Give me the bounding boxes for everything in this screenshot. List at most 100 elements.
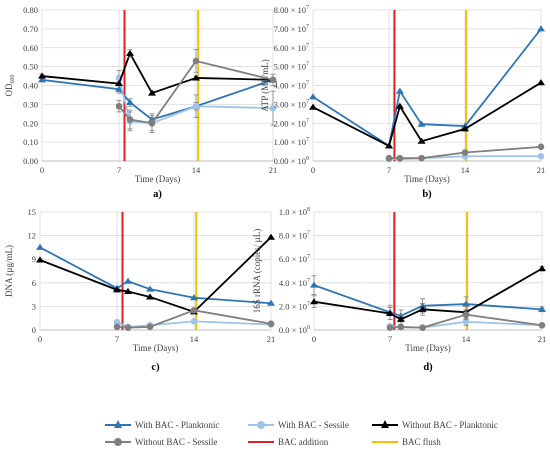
data-point: [267, 320, 275, 328]
legend-label: With BAC - Sessile: [278, 420, 349, 430]
data-point: [113, 286, 121, 293]
data-point: [537, 143, 545, 151]
x-tick-label: 7: [387, 165, 391, 175]
data-point: [461, 125, 469, 132]
legend-item-with-bac-sessile: With BAC - Sessile: [248, 418, 349, 432]
data-point: [395, 102, 404, 109]
data-point: [126, 49, 134, 56]
y-tick-label: 1.0 × 108: [279, 207, 310, 217]
y-tick-label: 15: [28, 207, 37, 217]
data-point: [538, 321, 546, 329]
x-tick-label: 14: [192, 165, 201, 175]
data-point: [148, 89, 156, 96]
legend-label: Without BAC - Sessile: [135, 437, 218, 447]
data-point: [146, 293, 154, 300]
y-tick-label: 6: [32, 278, 36, 288]
data-point: [395, 87, 404, 94]
data-point: [386, 324, 394, 331]
y-tick-label: 7.00 × 107: [274, 24, 309, 34]
legend-label: Without BAC - Planktonic: [402, 420, 498, 430]
y-tick-label: 3.00 × 107: [274, 99, 309, 109]
series-line-with-bac-planktonic: [41, 78, 274, 121]
chart-panel-b: 0.00 × 100 1.00 × 107 2.00 × 107 3.00 × 107…: [260, 5, 545, 200]
x-tick-label: 21: [269, 165, 278, 175]
x-axis-label: Time (Days): [135, 174, 180, 184]
legend-swatch-circle-icon: [248, 419, 274, 431]
data-point: [385, 142, 393, 149]
y-tick-label: 8.00 × 107: [274, 5, 309, 15]
y-tick-label: 8.0 × 107: [279, 231, 310, 241]
data-point: [396, 315, 405, 322]
data-point: [417, 120, 426, 127]
data-point: [462, 318, 470, 326]
data-point: [115, 85, 123, 92]
y-axis-label: 16S rRNA (copies/ µL): [252, 229, 262, 313]
data-point: [417, 137, 426, 144]
data-point: [537, 79, 545, 86]
data-point: [190, 294, 198, 301]
x-tick-label: 7: [117, 165, 121, 175]
data-point: [126, 98, 134, 106]
y-tick-label: 12: [28, 231, 37, 241]
y-tick-label: 4.00 × 107: [274, 81, 309, 91]
data-point: [269, 76, 277, 84]
chart-panel-d: 0.0 × 100 2.0 × 107 4.0 × 107 6.0 × 107 8.0 …: [252, 207, 546, 373]
x-tick-label: 21: [267, 334, 276, 344]
series-line-with-bac-planktonic: [312, 28, 542, 148]
y-tick-label: 0.0 × 100: [279, 325, 310, 335]
data-point: [190, 318, 198, 325]
legend-item-bac-flush: BAC flush: [372, 435, 441, 449]
y-tick-label: 0.20: [23, 118, 38, 128]
legend: With BAC - Planktonic With BAC - Sessile…: [0, 414, 550, 450]
x-tick-label: 21: [537, 165, 546, 175]
y-axis-label: OD600: [4, 75, 16, 97]
data-point: [148, 119, 156, 127]
y-tick-label: 2.00 × 107: [274, 118, 309, 128]
data-point: [385, 154, 393, 162]
data-point: [462, 311, 470, 318]
x-tick-label: 21: [538, 334, 547, 344]
series-line-without-bac-planktonic: [39, 236, 272, 313]
data-point: [537, 25, 545, 32]
y-tick-label: 0.00 × 100: [274, 156, 309, 166]
y-tick-label: 4.0 × 107: [279, 278, 310, 288]
data-point: [267, 299, 275, 306]
data-point: [126, 116, 134, 123]
data-point: [310, 281, 318, 288]
data-point: [537, 152, 545, 160]
y-tick-label: 0.00: [23, 156, 38, 166]
panel-letter: b): [422, 189, 432, 200]
y-tick-label: 0: [32, 325, 36, 335]
chart-panel-c: 0 3 6 9 12 15 0 7 14 21 Time (Days) c) DNA (µg/mL): [4, 207, 275, 373]
y-tick-label: 2.0 × 107: [279, 301, 310, 311]
x-axis-label: Time (Days): [405, 343, 450, 353]
legend-item-with-bac-planktonic: With BAC - Planktonic: [105, 418, 219, 432]
x-axis-label: Time (Days): [133, 343, 178, 353]
x-tick-label: 7: [115, 334, 119, 344]
y-tick-label: 6.00 × 107: [274, 43, 309, 53]
y-axis-label: ATP (ME/mL): [260, 59, 270, 111]
data-point: [538, 265, 546, 272]
legend-item-without-bac-planktonic: Without BAC - Planktonic: [372, 418, 498, 432]
y-tick-label: 0.60: [23, 43, 38, 53]
data-point: [124, 277, 132, 284]
series-line-without-bac-planktonic: [41, 51, 274, 95]
data-point: [113, 323, 121, 331]
data-point: [38, 76, 46, 83]
y-tick-label: 0.50: [23, 62, 38, 72]
legend-swatch-line-icon: [372, 436, 398, 448]
x-tick-label: 0: [38, 334, 42, 344]
data-point: [115, 80, 123, 87]
legend-label: BAC addition: [278, 437, 329, 447]
y-tick-label: 1.00 × 107: [274, 137, 309, 147]
data-point: [309, 93, 317, 100]
x-tick-label: 14: [190, 334, 199, 344]
series-line-without-bac-planktonic: [313, 267, 543, 321]
series-line-with-bac-planktonic: [39, 246, 272, 305]
legend-swatch-triangle-icon: [105, 419, 131, 431]
data-point: [115, 102, 123, 110]
series-line-without-bac-planktonic: [312, 81, 542, 148]
x-axis-label: Time (Days): [404, 174, 449, 184]
series-line-with-bac-planktonic: [313, 284, 543, 317]
data-point: [538, 305, 546, 312]
